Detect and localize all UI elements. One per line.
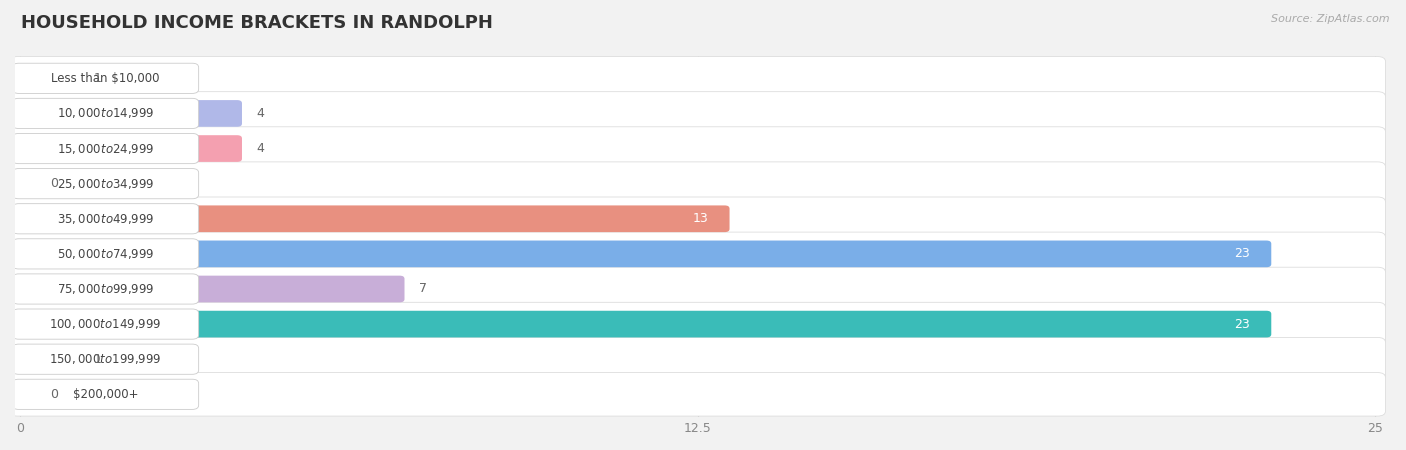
Text: 23: 23 [1234, 248, 1250, 261]
Text: $150,000 to $199,999: $150,000 to $199,999 [49, 352, 162, 366]
FancyBboxPatch shape [15, 311, 1271, 338]
Text: 0: 0 [51, 177, 58, 190]
FancyBboxPatch shape [13, 134, 198, 164]
Text: 4: 4 [256, 107, 264, 120]
FancyBboxPatch shape [10, 373, 1385, 416]
FancyBboxPatch shape [13, 344, 198, 374]
FancyBboxPatch shape [13, 99, 198, 129]
FancyBboxPatch shape [10, 57, 1385, 100]
FancyBboxPatch shape [15, 135, 242, 162]
FancyBboxPatch shape [15, 65, 80, 92]
FancyBboxPatch shape [15, 170, 46, 197]
FancyBboxPatch shape [10, 162, 1385, 205]
Text: 1: 1 [94, 353, 101, 366]
Text: 0: 0 [51, 388, 58, 401]
FancyBboxPatch shape [15, 276, 405, 302]
Text: $35,000 to $49,999: $35,000 to $49,999 [56, 212, 155, 226]
FancyBboxPatch shape [13, 239, 198, 269]
FancyBboxPatch shape [15, 100, 242, 127]
Text: 13: 13 [693, 212, 709, 225]
FancyBboxPatch shape [10, 92, 1385, 135]
FancyBboxPatch shape [13, 204, 198, 234]
FancyBboxPatch shape [10, 302, 1385, 346]
FancyBboxPatch shape [13, 169, 198, 199]
FancyBboxPatch shape [10, 197, 1385, 241]
Text: 7: 7 [419, 283, 426, 296]
Text: 1: 1 [94, 72, 101, 85]
Text: 4: 4 [256, 142, 264, 155]
Text: $10,000 to $14,999: $10,000 to $14,999 [56, 107, 155, 121]
Text: $25,000 to $34,999: $25,000 to $34,999 [56, 177, 155, 191]
Text: 23: 23 [1234, 318, 1250, 331]
FancyBboxPatch shape [13, 379, 198, 410]
FancyBboxPatch shape [13, 63, 198, 94]
FancyBboxPatch shape [10, 338, 1385, 381]
Text: $200,000+: $200,000+ [73, 388, 138, 401]
FancyBboxPatch shape [15, 346, 80, 373]
Text: Source: ZipAtlas.com: Source: ZipAtlas.com [1271, 14, 1389, 23]
Text: $100,000 to $149,999: $100,000 to $149,999 [49, 317, 162, 331]
FancyBboxPatch shape [15, 241, 1271, 267]
FancyBboxPatch shape [13, 309, 198, 339]
FancyBboxPatch shape [10, 267, 1385, 311]
Text: HOUSEHOLD INCOME BRACKETS IN RANDOLPH: HOUSEHOLD INCOME BRACKETS IN RANDOLPH [21, 14, 494, 32]
Text: Less than $10,000: Less than $10,000 [51, 72, 160, 85]
Text: $75,000 to $99,999: $75,000 to $99,999 [56, 282, 155, 296]
FancyBboxPatch shape [15, 381, 46, 408]
FancyBboxPatch shape [15, 205, 730, 232]
Text: $15,000 to $24,999: $15,000 to $24,999 [56, 142, 155, 156]
FancyBboxPatch shape [10, 127, 1385, 170]
FancyBboxPatch shape [13, 274, 198, 304]
FancyBboxPatch shape [10, 232, 1385, 276]
Text: $50,000 to $74,999: $50,000 to $74,999 [56, 247, 155, 261]
